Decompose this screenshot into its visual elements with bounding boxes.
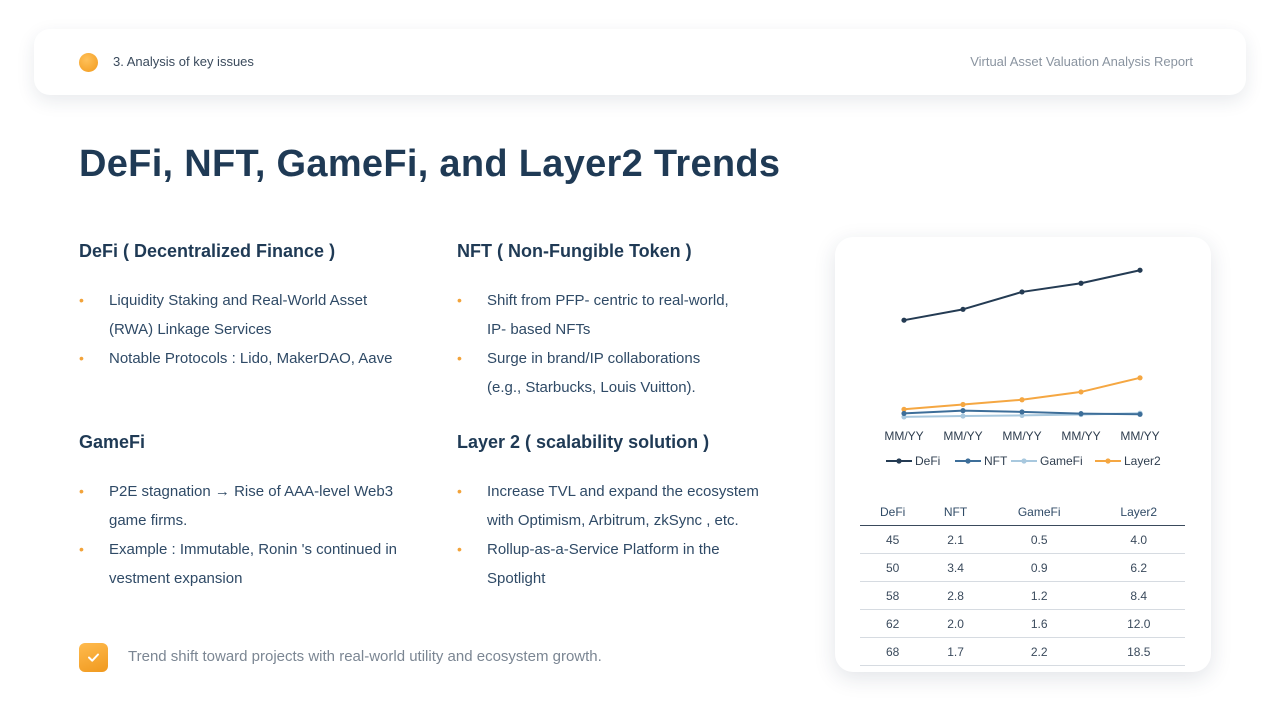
legend-label: GameFi [1040,454,1083,468]
x-tick-label: MM/YY [1002,429,1041,443]
table-cell: 0.5 [985,525,1093,554]
data-point-layer2 [901,406,907,412]
table-row: 45 2.1 0.5 4.0 [860,525,1185,554]
table-cell: 1.2 [985,581,1093,610]
defi-title: DeFi ( Decentralized Finance ) [79,241,336,261]
gamefi-block: GameFi • P2E stagnation → Rise of AAA-lev… [79,432,429,593]
bullet-icon: • [457,541,462,557]
table-header-cell: DeFi [860,499,926,526]
nft-item: • Shift from PFP- centric to real-world, I… [457,286,807,344]
data-point-nft [1019,409,1025,415]
check-badge-icon [79,643,108,672]
table-cell: 0.9 [985,553,1093,582]
data-point-gamefi [960,413,966,419]
legend-marker [1105,458,1111,464]
table-header-cell: NFT [925,499,986,526]
data-point-defi [960,306,966,312]
data-point-layer2 [1019,397,1025,403]
x-tick-label: MM/YY [1120,429,1159,443]
table-cell: 45 [860,525,926,554]
section-label: 3. Analysis of key issues [113,54,254,69]
data-point-layer2 [960,401,966,408]
table-row: 58 2.8 1.2 8.4 [860,581,1185,610]
data-point-defi [1137,267,1143,273]
data-point-layer2 [1078,389,1084,395]
table-cell: 1.6 [985,609,1093,638]
bullet-icon: • [79,292,84,308]
nft-item: • Surge in brand/IP collaborations (e.g., … [457,344,807,402]
data-point-defi [1078,280,1084,286]
gamefi-title: GameFi [79,432,146,452]
x-tick-label: MM/YY [884,429,923,443]
series-line-layer2 [903,376,1141,411]
data-table: DeFi NFT GameFi Layer2 45 2.1 0.5 4.0 50… [860,499,1185,666]
data-point-nft [960,408,966,414]
x-tick-label: MM/YY [1061,429,1100,443]
series-line-defi [903,269,1141,322]
bullet-icon: • [79,350,84,366]
bullet-icon: • [79,541,84,557]
table-header-cell: Layer2 [1092,499,1185,526]
table-cell: 8.4 [1092,581,1185,610]
chart-card: MM/YY MM/YY MM/YY MM/YY MM/YY DeFi NFT GameFi La… [835,237,1211,672]
page-title: DeFi, NFT, GameFi, and Layer2 Trends [79,143,781,185]
table-cell: 2.0 [925,609,986,638]
table-row: 68 1.7 2.2 18.5 [860,637,1185,666]
layer2-item: • Increase TVL and expand the ecosystem wi… [457,477,807,535]
table-cell: 58 [860,581,926,610]
table-cell: 68 [860,637,926,666]
defi-block: DeFi ( Decentralized Finance ) • Liquidit… [79,241,429,373]
legend-marker [965,458,971,464]
table-cell: 4.0 [1092,525,1185,554]
bullet-icon: • [457,483,462,499]
data-point-defi [901,317,907,323]
data-point-layer2 [1137,375,1143,381]
bullet-icon: • [457,292,462,308]
legend-label: NFT [984,454,1008,468]
table-cell: 1.7 [925,637,986,666]
table-cell: 3.4 [925,553,986,582]
table-cell: 2.1 [925,525,986,554]
legend-marker [896,458,902,464]
layer2-block: Layer 2 ( scalability solution ) • Increa… [457,432,807,593]
data-point-nft [1137,411,1143,417]
defi-item: • Liquidity Staking and Real-World Asset(… [79,286,429,344]
table-cell: 6.2 [1092,553,1185,582]
x-tick-label: MM/YY [943,429,982,443]
bullet-icon: • [79,483,84,499]
nft-title: NFT ( Non-Fungible Token ) [457,241,692,261]
header-bar: 3. Analysis of key issues Virtual Asset … [34,29,1246,95]
defi-item: • Notable Protocols : Lido, MakerDAO, Aav… [79,344,429,373]
table-cell: 12.0 [1092,609,1185,638]
table-cell: 18.5 [1092,637,1185,666]
layer2-item: • Rollup-as-a-Service Platform in the Spot… [457,535,807,593]
legend-marker [1021,458,1027,464]
nft-block: NFT ( Non-Fungible Token ) • Shift from P… [457,241,807,402]
legend-label: DeFi [915,454,940,468]
data-point-nft [901,410,907,417]
table-cell: 2.2 [985,637,1093,666]
section-dot-icon [79,53,98,72]
data-point-defi [1019,289,1025,295]
table-header-row: DeFi NFT GameFi Layer2 [860,499,1185,526]
gamefi-item: • P2E stagnation → Rise of AAA-level Web3… [79,477,429,535]
footer-text: Trend shift toward projects with real-wo… [128,648,602,665]
table-header-cell: GameFi [985,499,1093,526]
table-cell: 2.8 [925,581,986,610]
data-point-nft [1078,411,1084,417]
table-row: 62 2.0 1.6 12.0 [860,609,1185,638]
table-cell: 62 [860,609,926,638]
table-row: 50 3.4 0.9 6.2 [860,553,1185,582]
legend-label: Layer2 [1124,454,1161,468]
bullet-icon: • [457,350,462,366]
report-title: Virtual Asset Valuation Analysis Report [970,54,1193,69]
check-icon [88,653,99,662]
gamefi-item: • Example : Immutable, Ronin 's continued… [79,535,429,593]
layer2-title: Layer 2 ( scalability solution ) [457,432,710,452]
table-cell: 50 [860,553,926,582]
